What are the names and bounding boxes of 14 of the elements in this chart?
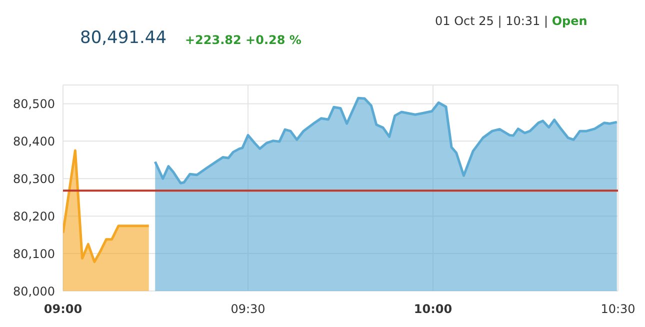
y-tick-label: 80,000 (13, 284, 55, 298)
text: 01 Oct 25 | 10:31 | (435, 14, 548, 28)
x-tick-label: 10:00 (414, 302, 452, 316)
y-tick-label: 80,200 (13, 209, 55, 224)
y-tick-label: 80,400 (13, 134, 55, 148)
text: Open (552, 14, 588, 28)
x-tick-label: 10:30 (600, 302, 636, 316)
y-tick-label: 80,500 (13, 96, 55, 111)
y-tick-label: 80,300 (13, 172, 55, 186)
chart-title: 80,491.44 (80, 28, 167, 48)
chart-subtitle: +223.82 +0.28 % (185, 33, 302, 47)
x-tick-label: 09:00 (44, 302, 82, 316)
x-tick-label: 09:30 (230, 302, 266, 316)
y-tick-label: 80,100 (13, 246, 55, 261)
